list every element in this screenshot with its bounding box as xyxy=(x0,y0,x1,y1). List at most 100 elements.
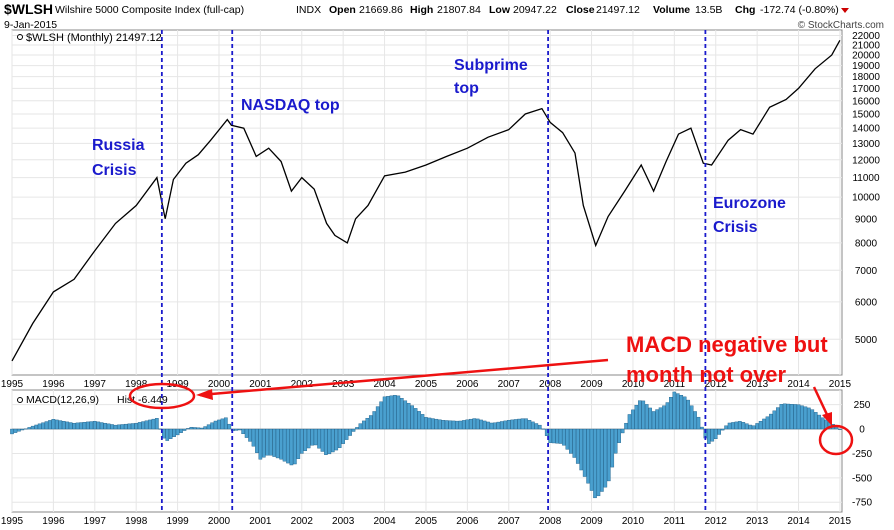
macd-hist-bar xyxy=(669,397,673,430)
macd-hist-bar xyxy=(265,428,270,456)
macd-hist-bar xyxy=(455,420,459,430)
legend-marker-icon xyxy=(17,397,23,403)
price-x-tick-label: 2002 xyxy=(291,379,314,390)
macd-hist-bar xyxy=(275,428,280,459)
price-y-tick-label: 20000 xyxy=(852,51,880,62)
macd-hist-bar xyxy=(482,420,487,430)
price-y-tick-label: 10000 xyxy=(852,193,880,204)
macd-hist-bar xyxy=(838,428,842,430)
price-x-tick-label: 2010 xyxy=(622,379,645,390)
macd-hist-bar xyxy=(82,422,87,430)
macd-hist-bar xyxy=(441,420,446,430)
macd-x-tick-label: 2011 xyxy=(664,516,686,527)
macd-hist-bar xyxy=(748,424,753,430)
macd-hist-bar xyxy=(286,428,290,464)
russia-label-line2: Crisis xyxy=(92,162,137,179)
macd-hist-bar xyxy=(268,428,273,456)
macd-hist-bar xyxy=(30,425,35,430)
price-legend: $WLSH (Monthly) 21497.12 xyxy=(17,32,162,44)
price-y-tick-label: 12000 xyxy=(852,155,880,166)
macd-hist-bar xyxy=(110,424,114,430)
price-x-tick-label: 2011 xyxy=(664,379,686,390)
macd-hist-bar xyxy=(196,427,201,430)
macd-y-tick-label: 250 xyxy=(854,400,871,411)
macd-x-tick-label: 1998 xyxy=(125,516,148,527)
subprime-label-line1: Subprime xyxy=(454,57,528,74)
macd-hist-bar xyxy=(665,402,670,430)
macd-hist-bar xyxy=(575,428,580,464)
macd-hist-bar xyxy=(368,415,373,430)
price-x-tick-label: 2001 xyxy=(249,379,272,390)
macd-hist-bar xyxy=(144,420,149,430)
macd-hist-bar xyxy=(479,419,483,430)
copyright-text: © StockCharts.com xyxy=(798,20,884,31)
macd-hist-bar xyxy=(148,419,152,430)
macd-hist-bar xyxy=(582,428,587,477)
macd-hist-bar xyxy=(465,419,470,430)
macd-hist-bar xyxy=(658,407,663,430)
macd-hist-bar xyxy=(565,428,570,450)
macd-hist-bar xyxy=(562,428,566,446)
volume-label: Volume xyxy=(653,4,690,16)
price-x-tick-label: 2007 xyxy=(498,379,521,390)
macd-hist-bar xyxy=(306,428,311,449)
nasdaq-label: NASDAQ top xyxy=(241,97,340,114)
macd-hist-bar xyxy=(351,428,356,432)
price-x-tick-label: 2005 xyxy=(415,379,438,390)
price-x-tick-label: 2006 xyxy=(456,379,479,390)
macd-hist-bar xyxy=(120,424,125,430)
macd-hist-bar xyxy=(558,428,563,444)
macd-hist-bar xyxy=(372,411,377,430)
macd-hist-bar xyxy=(134,422,138,430)
macd-hist-bar xyxy=(444,420,449,430)
macd-hist-bar xyxy=(17,428,21,432)
macd-histogram xyxy=(10,391,842,499)
macd-hist-bar xyxy=(551,428,556,444)
macd-hist-bar xyxy=(244,428,249,438)
macd-hist-bar xyxy=(655,409,659,430)
macd-hist-bar xyxy=(41,422,45,430)
price-x-tick-label: 2015 xyxy=(829,379,852,390)
low-label: Low xyxy=(489,4,511,16)
macd-hist-bar xyxy=(379,401,383,430)
macd-hist-bar xyxy=(641,400,646,430)
macd-hist-bar xyxy=(810,409,815,430)
macd-hist-bar xyxy=(779,404,784,430)
macd-hist-bar xyxy=(731,422,735,430)
chg-value: -172.74 (-0.80%) xyxy=(760,4,839,16)
macd-hist-bar xyxy=(400,398,404,430)
price-x-tick-label: 1998 xyxy=(125,379,148,390)
macd-hist-bar xyxy=(531,421,535,430)
macd-x-tick-label: 1996 xyxy=(42,516,65,527)
macd-hist-bar xyxy=(662,405,666,430)
macd-hist-bar xyxy=(555,428,559,444)
macd-hist-bar xyxy=(720,428,725,431)
macd-hist-bar xyxy=(65,421,69,430)
macd-x-tick-label: 1999 xyxy=(166,516,189,527)
price-x-tick-label: 2014 xyxy=(787,379,810,390)
price-legend-text: $WLSH (Monthly) 21497.12 xyxy=(26,32,162,44)
macd-hist-bar xyxy=(727,422,732,430)
macd-hist-bar xyxy=(10,428,14,435)
macd-hist-bar xyxy=(13,428,18,433)
macd-hist-bar xyxy=(206,424,211,430)
macd-hist-bar xyxy=(675,393,680,430)
macd-x-tick-label: 2005 xyxy=(415,516,438,527)
macd-hist-bar xyxy=(493,422,497,430)
macd-callout: MACD negative but month not over xyxy=(128,332,854,456)
macd-hist-bar xyxy=(313,428,318,446)
macd-hist-bar xyxy=(48,420,52,430)
open-value: 21669.86 xyxy=(359,4,403,16)
macd-hist-bar xyxy=(382,396,387,430)
event-annotations: Russia Crisis NASDAQ top Subprime top Eu… xyxy=(92,57,786,236)
eurozone-label-line1: Eurozone xyxy=(713,195,786,212)
macd-x-tick-label: 2014 xyxy=(787,516,810,527)
macd-hist-bar xyxy=(117,424,121,430)
price-y-tick-label: 7000 xyxy=(855,266,878,277)
macd-hist-bar xyxy=(424,417,428,430)
macd-x-tick-label: 1995 xyxy=(1,516,24,527)
macd-hist-bar xyxy=(627,414,632,430)
macd-hist-bar xyxy=(344,428,349,440)
legend-marker-icon xyxy=(17,34,23,40)
price-y-tick-label: 11000 xyxy=(852,173,880,184)
